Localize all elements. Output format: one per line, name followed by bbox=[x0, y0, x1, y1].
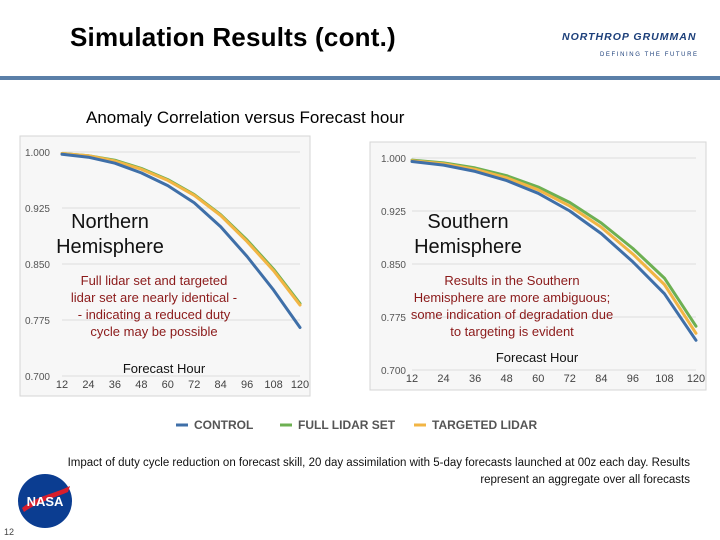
south-xlabel: Forecast Hour bbox=[495, 350, 579, 365]
north-x-tick-label: 96 bbox=[241, 379, 253, 391]
north-note-line: Full lidar set and targeted bbox=[80, 273, 228, 288]
south-note: Results in the Southern Hemisphere are m… bbox=[400, 272, 624, 340]
legend-label: FULL LIDAR SET bbox=[298, 418, 396, 432]
northrop-grumman-logo: NORTHROP GRUMMAN DEFINING THE FUTURE bbox=[562, 31, 699, 58]
north-x-tick-label: 48 bbox=[135, 379, 147, 391]
header-rule bbox=[0, 76, 720, 80]
north-note: Full lidar set and targeted lidar set ar… bbox=[54, 272, 254, 340]
north-note-line: - indicating a reduced duty bbox=[77, 307, 231, 322]
north-x-tick-label: 108 bbox=[264, 379, 282, 391]
south-series-line-targeted-lidar bbox=[410, 159, 698, 335]
north-x-tick-label: 12 bbox=[56, 379, 68, 391]
south-y-tick-label: 0.850 bbox=[381, 260, 406, 271]
nasa-logo-wordmark: NASA bbox=[27, 494, 64, 509]
slide-title: Simulation Results (cont.) bbox=[70, 22, 396, 52]
south-y-tick-label: 0.775 bbox=[381, 313, 406, 324]
south-y-tick-label: 0.925 bbox=[381, 207, 406, 218]
south-note-line: some indication of degradation due bbox=[410, 307, 614, 322]
nasa-logo: NASA bbox=[18, 474, 72, 528]
south-x-tick-label: 24 bbox=[437, 373, 449, 385]
south-y-tick-label: 1.000 bbox=[381, 154, 406, 165]
north-series-line-targeted-lidar bbox=[60, 152, 302, 307]
north-title-line2: Hemisphere bbox=[56, 236, 164, 258]
south-note-line: to targeting is evident bbox=[450, 324, 574, 339]
south-x-tick-label: 72 bbox=[564, 373, 576, 385]
north-y-tick-label: 0.850 bbox=[25, 260, 50, 271]
south-note-line: Hemisphere are more ambiguous; bbox=[413, 290, 611, 305]
page-number: 12 bbox=[4, 527, 15, 537]
legend-label: TARGETED LIDAR bbox=[432, 418, 537, 432]
nasa-logo-disc bbox=[18, 474, 72, 528]
south-series-line-control bbox=[410, 160, 698, 342]
north-panel: 1.000 0.925 0.850 0.775 0.700 12 24 36 48 60 72 84 9… bbox=[19, 135, 311, 397]
north-xlabel: Forecast Hour bbox=[122, 361, 206, 376]
south-x-tick-label: 12 bbox=[406, 373, 418, 385]
north-x-tick-label: 36 bbox=[109, 379, 121, 391]
south-x-tick-label: 96 bbox=[627, 373, 639, 385]
chart-area: 1.000 0.925 0.850 0.775 0.700 12 24 36 48 60 72 84 9… bbox=[14, 130, 710, 440]
north-series-line-control bbox=[60, 152, 302, 329]
north-title-line1: Northern bbox=[71, 211, 149, 233]
north-x-tick-label: 60 bbox=[162, 379, 174, 391]
south-x-tick-label: 120 bbox=[687, 373, 705, 385]
north-y-tick-label: 0.700 bbox=[25, 372, 50, 383]
north-x-tick-label: 84 bbox=[215, 379, 227, 391]
north-x-tick-label: 72 bbox=[188, 379, 200, 391]
north-x-tick-label: 120 bbox=[291, 379, 309, 391]
south-x-tick-label: 48 bbox=[501, 373, 513, 385]
nasa-logo-swoosh bbox=[22, 486, 70, 512]
north-title: Northern Hemisphere bbox=[50, 210, 170, 260]
north-note-line: cycle may be possible bbox=[90, 324, 218, 339]
south-x-tick-label: 84 bbox=[595, 373, 607, 385]
south-title: Southern Hemisphere bbox=[408, 210, 528, 260]
south-note-line: Results in the Southern bbox=[444, 273, 580, 288]
north-y-tick-label: 0.925 bbox=[25, 204, 50, 215]
north-note-line: lidar set are nearly identical - bbox=[70, 290, 238, 305]
logo-tagline: DEFINING THE FUTURE bbox=[600, 52, 699, 58]
south-x-tick-label: 108 bbox=[655, 373, 673, 385]
south-title-line2: Hemisphere bbox=[414, 236, 522, 258]
north-y-tick-label: 1.000 bbox=[25, 148, 50, 159]
north-x-tick-label: 24 bbox=[82, 379, 94, 391]
slide-caption: Impact of duty cycle reduction on foreca… bbox=[67, 457, 690, 486]
south-title-line1: Southern bbox=[427, 211, 509, 233]
chart-legend: CONTROL FULL LIDAR SET TARGETED LIDAR bbox=[176, 418, 537, 432]
logo-wordmark: NORTHROP GRUMMAN bbox=[562, 31, 696, 43]
north-y-tick-label: 0.775 bbox=[25, 316, 50, 327]
south-y-tick-label: 0.700 bbox=[381, 366, 406, 377]
south-x-tick-label: 36 bbox=[469, 373, 481, 385]
chart-subtitle: Anomaly Correlation versus Forecast hour bbox=[86, 108, 405, 127]
legend-label: CONTROL bbox=[194, 418, 253, 432]
south-x-tick-label: 60 bbox=[532, 373, 544, 385]
north-plot-frame bbox=[19, 135, 311, 397]
